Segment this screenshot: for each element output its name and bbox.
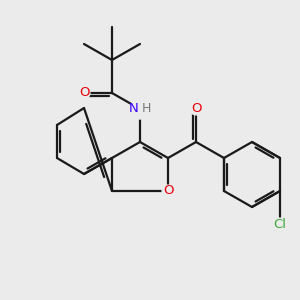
Circle shape	[274, 218, 286, 230]
Text: O: O	[79, 86, 89, 100]
Circle shape	[162, 185, 174, 197]
Text: O: O	[163, 184, 173, 197]
Circle shape	[190, 103, 202, 115]
Text: N: N	[129, 103, 139, 116]
Circle shape	[130, 99, 150, 119]
Text: H: H	[142, 103, 152, 116]
Text: Cl: Cl	[274, 218, 286, 230]
Circle shape	[78, 87, 90, 99]
Text: O: O	[191, 103, 201, 116]
